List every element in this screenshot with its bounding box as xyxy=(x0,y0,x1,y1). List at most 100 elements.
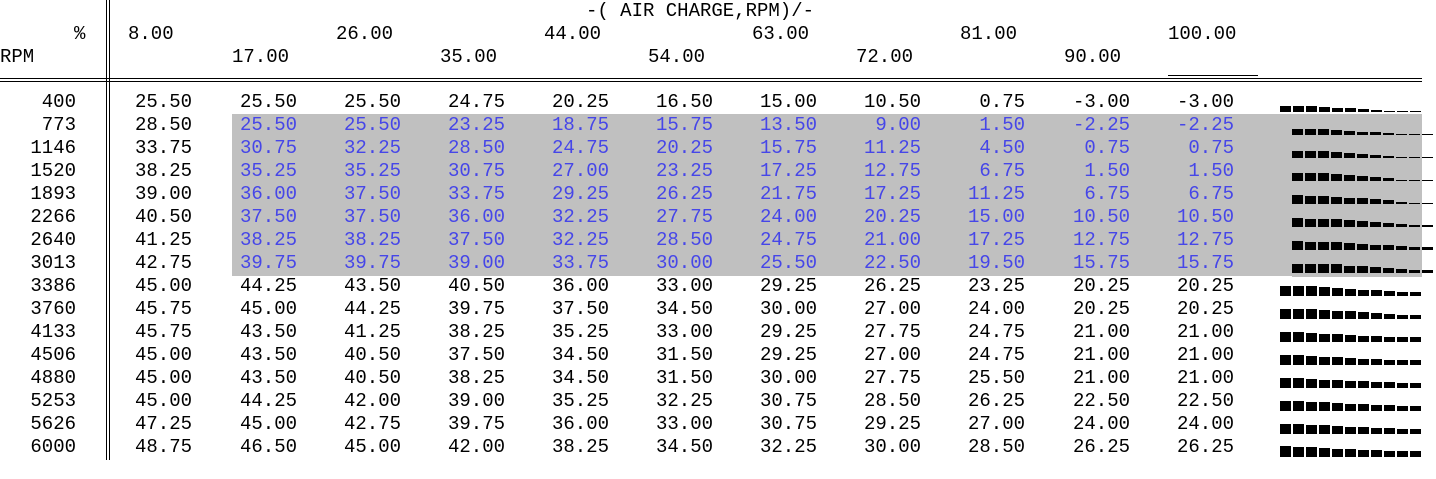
table-cell[interactable]: 33.00 xyxy=(655,413,713,435)
table-cell[interactable]: 33.75 xyxy=(447,183,505,205)
table-cell[interactable]: 15.75 xyxy=(1072,252,1130,274)
table-cell[interactable]: 21.00 xyxy=(1176,344,1234,366)
table-cell[interactable]: 29.25 xyxy=(759,321,817,343)
table-cell[interactable]: 39.00 xyxy=(447,252,505,274)
table-cell[interactable]: 32.25 xyxy=(551,229,609,251)
table-cell[interactable]: 1.50 xyxy=(1188,160,1234,182)
table-cell[interactable]: 18.75 xyxy=(551,114,609,136)
table-cell[interactable]: 22.50 xyxy=(1072,390,1130,412)
table-cell[interactable]: 15.75 xyxy=(1176,252,1234,274)
table-cell[interactable]: 24.00 xyxy=(759,206,817,228)
table-cell[interactable]: 45.00 xyxy=(239,413,297,435)
table-cell[interactable]: 24.75 xyxy=(759,229,817,251)
table-cell[interactable]: 35.25 xyxy=(551,321,609,343)
table-cell[interactable]: 12.75 xyxy=(1072,229,1130,251)
table-cell[interactable]: 30.75 xyxy=(447,160,505,182)
table-cell[interactable]: -3.00 xyxy=(1176,91,1234,113)
table-cell[interactable]: 1.50 xyxy=(979,114,1025,136)
table-cell[interactable]: 39.75 xyxy=(343,252,401,274)
table-cell[interactable]: 44.25 xyxy=(239,390,297,412)
table-cell[interactable]: 42.00 xyxy=(447,436,505,458)
table-cell[interactable]: 27.75 xyxy=(655,206,713,228)
table-cell[interactable]: 30.00 xyxy=(863,436,921,458)
table-cell[interactable]: 30.00 xyxy=(655,252,713,274)
table-cell[interactable]: 20.25 xyxy=(551,91,609,113)
table-cell[interactable]: 20.25 xyxy=(1176,275,1234,297)
table-cell[interactable]: 22.50 xyxy=(1176,390,1234,412)
table-cell[interactable]: 37.50 xyxy=(447,229,505,251)
table-cell[interactable]: 0.75 xyxy=(1188,137,1234,159)
table-cell[interactable]: 42.00 xyxy=(343,390,401,412)
table-cell[interactable]: 21.00 xyxy=(1176,367,1234,389)
table-cell[interactable]: 21.00 xyxy=(1072,321,1130,343)
table-cell[interactable]: 40.50 xyxy=(134,206,192,228)
table-cell[interactable]: 21.00 xyxy=(1176,321,1234,343)
table-cell[interactable]: 31.50 xyxy=(655,344,713,366)
table-cell[interactable]: 33.75 xyxy=(551,252,609,274)
table-cell[interactable]: 6.75 xyxy=(1084,183,1130,205)
table-cell[interactable]: 21.00 xyxy=(1072,344,1130,366)
table-cell[interactable]: 44.25 xyxy=(343,298,401,320)
table-cell[interactable]: 28.50 xyxy=(447,137,505,159)
table-cell[interactable]: 39.00 xyxy=(134,183,192,205)
table-cell[interactable]: 43.50 xyxy=(343,275,401,297)
table-cell[interactable]: 29.25 xyxy=(759,344,817,366)
table-cell[interactable]: 11.25 xyxy=(863,137,921,159)
table-cell[interactable]: 32.25 xyxy=(551,206,609,228)
table-cell[interactable]: 45.00 xyxy=(134,344,192,366)
table-cell[interactable]: 30.75 xyxy=(239,137,297,159)
table-cell[interactable]: 24.75 xyxy=(967,344,1025,366)
table-cell[interactable]: 38.25 xyxy=(343,229,401,251)
table-cell[interactable]: -3.00 xyxy=(1072,91,1130,113)
table-cell[interactable]: 1.50 xyxy=(1084,160,1130,182)
table-cell[interactable]: 46.50 xyxy=(239,436,297,458)
table-cell[interactable]: 20.25 xyxy=(1176,298,1234,320)
table-cell[interactable]: 30.75 xyxy=(759,413,817,435)
table-cell[interactable]: 36.00 xyxy=(447,206,505,228)
table-cell[interactable]: 27.00 xyxy=(551,160,609,182)
table-cell[interactable]: 28.50 xyxy=(134,114,192,136)
table-cell[interactable]: 21.75 xyxy=(759,183,817,205)
table-cell[interactable]: 45.00 xyxy=(134,275,192,297)
table-cell[interactable]: 27.00 xyxy=(863,344,921,366)
table-cell[interactable]: 37.50 xyxy=(551,298,609,320)
table-cell[interactable]: 31.50 xyxy=(655,367,713,389)
table-cell[interactable]: 34.50 xyxy=(655,298,713,320)
table-cell[interactable]: 29.25 xyxy=(759,275,817,297)
table-cell[interactable]: 39.00 xyxy=(447,390,505,412)
table-cell[interactable]: 25.50 xyxy=(239,91,297,113)
table-cell[interactable]: 41.25 xyxy=(343,321,401,343)
table-cell[interactable]: 34.50 xyxy=(551,344,609,366)
table-cell[interactable]: 9.00 xyxy=(875,114,921,136)
table-cell[interactable]: 24.00 xyxy=(1176,413,1234,435)
table-cell[interactable]: 39.75 xyxy=(239,252,297,274)
table-cell[interactable]: 29.25 xyxy=(551,183,609,205)
table-cell[interactable]: 35.25 xyxy=(239,160,297,182)
table-cell[interactable]: 36.00 xyxy=(239,183,297,205)
table-cell[interactable]: 15.75 xyxy=(655,114,713,136)
table-cell[interactable]: 43.50 xyxy=(239,344,297,366)
table-cell[interactable]: 0.75 xyxy=(979,91,1025,113)
table-cell[interactable]: 22.50 xyxy=(863,252,921,274)
table-cell[interactable]: 23.25 xyxy=(447,114,505,136)
table-cell[interactable]: 27.75 xyxy=(863,321,921,343)
selection-region[interactable] xyxy=(232,114,1422,276)
table-cell[interactable]: 27.00 xyxy=(863,298,921,320)
table-cell[interactable]: 33.75 xyxy=(134,137,192,159)
table-cell[interactable]: 30.00 xyxy=(759,298,817,320)
table-cell[interactable]: 25.50 xyxy=(343,114,401,136)
table-cell[interactable]: 0.75 xyxy=(1084,137,1130,159)
table-cell[interactable]: 17.25 xyxy=(759,160,817,182)
table-cell[interactable]: 26.25 xyxy=(1072,436,1130,458)
table-cell[interactable]: 24.75 xyxy=(447,91,505,113)
table-cell[interactable]: 30.75 xyxy=(759,390,817,412)
table-cell[interactable]: -2.25 xyxy=(1072,114,1130,136)
table-cell[interactable]: 42.75 xyxy=(134,252,192,274)
table-cell[interactable]: 24.75 xyxy=(967,321,1025,343)
table-cell[interactable]: 26.25 xyxy=(967,390,1025,412)
table-cell[interactable]: 15.00 xyxy=(967,206,1025,228)
table-cell[interactable]: 44.25 xyxy=(239,275,297,297)
table-cell[interactable]: 23.25 xyxy=(967,275,1025,297)
table-cell[interactable]: 19.50 xyxy=(967,252,1025,274)
table-cell[interactable]: 32.25 xyxy=(759,436,817,458)
